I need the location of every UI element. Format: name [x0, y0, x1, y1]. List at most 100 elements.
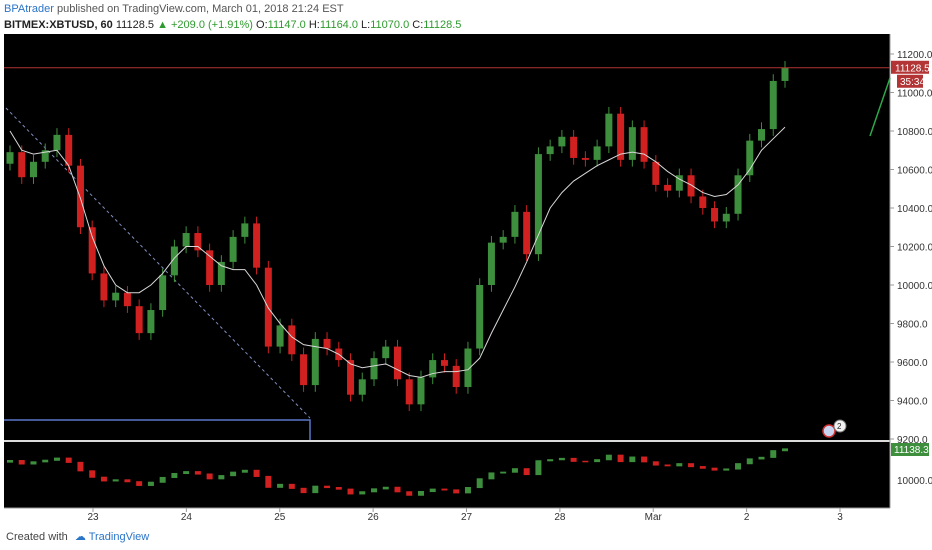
trend-line[interactable]	[5, 107, 311, 419]
candle-body	[76, 165, 84, 228]
candle-body	[534, 154, 542, 255]
countdown-label: 35:34	[900, 77, 925, 88]
time-axis-tick: 27	[461, 512, 473, 523]
time-axis-tick: 25	[274, 512, 286, 523]
indicator-candle	[7, 459, 13, 463]
published-text: published on TradingView.com, March 01, …	[57, 3, 344, 15]
indicator-candle	[136, 481, 143, 486]
indicator-candle	[605, 454, 612, 461]
indicator-candle	[547, 459, 554, 462]
indicator-candle	[641, 456, 648, 463]
indicator-candle	[241, 469, 248, 473]
indicator-candle	[77, 461, 84, 472]
candle-body	[159, 275, 167, 311]
indicator-candle	[676, 463, 683, 467]
candle-body	[523, 211, 531, 255]
close-label: C:	[412, 19, 424, 31]
event-count-icon[interactable]	[833, 419, 847, 433]
price-axis-tick: 10200.0	[897, 243, 932, 254]
candle-body	[722, 213, 730, 222]
indicator-pane[interactable]	[4, 442, 890, 508]
indicator-candle	[112, 479, 119, 482]
indicator-candle	[124, 479, 131, 483]
symbol-name[interactable]: BITMEX:XBTUSD, 60	[4, 19, 113, 31]
candle-body	[229, 236, 237, 262]
indicator-candle	[194, 471, 201, 475]
indicator-candle	[218, 475, 225, 480]
candle-body	[241, 223, 249, 237]
indicator-candle	[347, 488, 354, 495]
candle-body	[6, 152, 14, 164]
low-label: L:	[361, 19, 371, 31]
candle-body	[628, 127, 636, 160]
last-price-label: 11128.5	[895, 63, 930, 74]
indicator-candle	[453, 489, 460, 494]
candle-body	[194, 233, 202, 251]
candle-body	[253, 223, 261, 268]
events-badge[interactable]: 2	[822, 419, 847, 438]
candle-body	[581, 157, 589, 160]
price-axis-tick: 10000.0	[897, 281, 932, 292]
tradingview-logo[interactable]: ☁ TradingView	[74, 531, 150, 543]
candle-body	[687, 175, 695, 197]
price-axis-tick: 11000.0	[897, 89, 932, 100]
candle-body	[29, 161, 37, 178]
indicator-candle	[711, 467, 718, 471]
last-price-box	[891, 60, 929, 74]
price-axis-tick: 10800.0	[897, 127, 932, 138]
candle-body	[100, 273, 108, 301]
created-with-text: Created with	[6, 531, 68, 543]
indicator-candle	[770, 450, 777, 458]
candle-body	[65, 134, 73, 166]
candle-body	[734, 175, 742, 214]
price-axis-tick: 9400.0	[897, 397, 928, 408]
indicator-value-box	[891, 443, 929, 456]
indicator-candle	[464, 487, 471, 494]
close-value: 11128.5	[423, 19, 462, 31]
indicator-candle	[617, 454, 624, 463]
time-axis-tick: 23	[87, 512, 99, 523]
candle-body	[440, 360, 448, 366]
event-count-label: 2	[837, 422, 842, 431]
time-axis-tick: 28	[554, 512, 566, 523]
moving-average-line[interactable]	[9, 126, 786, 378]
candle-body	[135, 306, 143, 334]
event-flag-icon[interactable]	[822, 424, 836, 438]
candle-body	[499, 236, 507, 243]
candle-body	[675, 175, 683, 191]
indicator-candle	[253, 469, 260, 477]
candles-layer	[6, 61, 789, 412]
candle-body	[652, 161, 660, 185]
candle-body	[593, 146, 601, 160]
candle-body	[182, 233, 190, 247]
support-line[interactable]	[4, 419, 311, 440]
price-axis[interactable]: 11200.0 11000.0 10800.0 10600.0 10400.0 10200…	[890, 50, 932, 446]
main-pane[interactable]	[4, 34, 890, 440]
price-axis-tick: 10600.0	[897, 166, 932, 177]
time-axis[interactable]: 23 24 25 26 27 28 Mar 2 3	[87, 508, 843, 523]
indicator-candle	[312, 485, 319, 494]
indicator-candle	[371, 488, 378, 493]
candle-body	[300, 354, 308, 386]
time-axis-tick: 24	[181, 512, 193, 523]
candle-body	[123, 292, 131, 307]
indicator-candle	[664, 464, 671, 467]
indicator-axis-tick: 10000.00	[897, 476, 932, 487]
author-link[interactable]: BPAtrader	[4, 3, 54, 15]
indicator-candle	[500, 471, 507, 474]
projection-line[interactable]	[869, 77, 891, 137]
candle-body	[769, 80, 777, 130]
indicator-candle	[30, 461, 37, 465]
indicator-candle	[230, 471, 237, 477]
candle-body	[511, 211, 519, 237]
indicator-candle	[558, 457, 565, 461]
candle-body	[147, 310, 155, 334]
candle-body	[746, 140, 754, 176]
candle-body	[88, 227, 96, 274]
countdown-box	[897, 74, 923, 88]
candle-body	[758, 129, 766, 141]
indicator-axis[interactable]: 10000.00 11138.35	[891, 443, 932, 487]
candle-body	[711, 208, 719, 222]
indicator-candle	[42, 459, 49, 463]
